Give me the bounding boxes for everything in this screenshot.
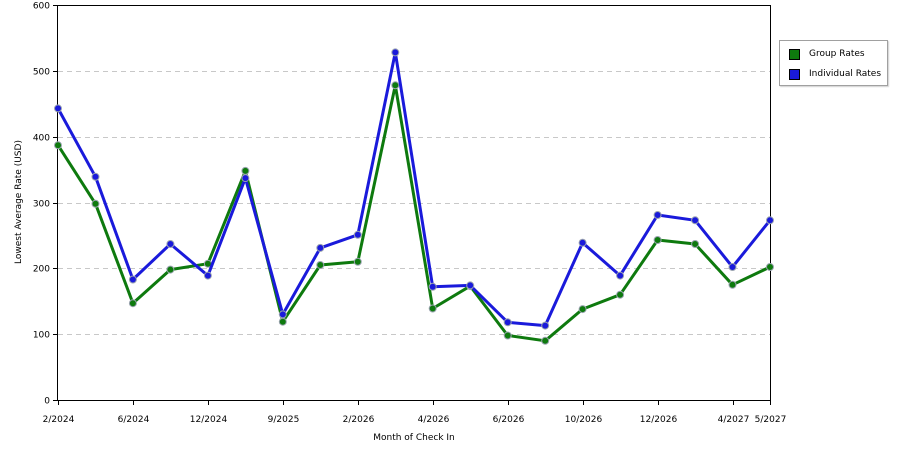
data-point-group-rates (353, 257, 362, 266)
y-tick-label: 300 (33, 200, 50, 210)
data-point-individual-rates (166, 240, 175, 248)
series-line-group-rates (56, 83, 772, 343)
series-line-individual-rates (56, 50, 772, 328)
data-point-group-rates (578, 305, 587, 314)
y-tick-label: 0 (44, 397, 50, 407)
data-point-individual-rates (241, 174, 250, 183)
data-point-individual-rates (541, 321, 550, 330)
y-axis-title: Lowest Average Rate (USD) (14, 140, 24, 264)
legend: Group Rates Individual Rates (779, 40, 888, 86)
legend-item-individual-rates: Individual Rates (789, 67, 881, 81)
x-tick-label: 5/2027 (755, 415, 787, 425)
legend-swatch-individual-rates (789, 68, 800, 80)
data-point-individual-rates (428, 282, 437, 291)
legend-swatch-group-rates (789, 48, 800, 60)
data-point-group-rates (316, 261, 325, 269)
y-tick-label: 600 (33, 2, 50, 12)
data-point-individual-rates (391, 48, 400, 57)
data-point-individual-rates (278, 310, 287, 319)
data-point-group-rates (728, 280, 737, 289)
data-point-group-rates (54, 141, 62, 150)
series-individual-rates (54, 48, 774, 330)
data-point-group-rates (766, 263, 774, 271)
x-tick-label: 6/2026 (493, 415, 525, 425)
data-point-group-rates (541, 336, 550, 345)
x-tick-label: 12/2026 (640, 415, 678, 425)
x-axis: 2/2024 6/2024 12/2024 9/2025 2/2026 4/2026 6/2… (43, 400, 787, 425)
data-point-group-rates (241, 166, 250, 175)
data-point-group-rates (616, 290, 625, 299)
data-point-group-rates (391, 81, 400, 90)
data-point-individual-rates (203, 271, 212, 280)
x-axis-title: Month of Check In (373, 433, 455, 443)
y-tick-label: 500 (33, 68, 50, 78)
x-tick-label: 2/2026 (343, 415, 375, 425)
data-point-individual-rates (316, 243, 325, 252)
x-tick-label: 10/2026 (565, 415, 603, 425)
y-tick-label: 200 (33, 265, 50, 275)
data-point-individual-rates (503, 318, 512, 327)
x-tick-label: 9/2025 (268, 415, 300, 425)
data-point-individual-rates (128, 275, 137, 284)
data-point-group-rates (278, 317, 287, 326)
y-tick-label: 100 (33, 331, 50, 341)
x-tick-label: 2/2024 (43, 415, 75, 425)
series-lines (54, 48, 774, 345)
legend-label-group-rates: Group Rates (809, 49, 865, 59)
data-point-group-rates (166, 265, 175, 274)
data-point-individual-rates (691, 216, 700, 225)
x-tick-label: 4/2027 (718, 415, 750, 425)
data-point-individual-rates (616, 271, 625, 280)
data-point-group-rates (503, 331, 512, 340)
x-tick-label: 4/2026 (418, 415, 450, 425)
x-tick-label: 6/2024 (118, 415, 150, 425)
data-point-group-rates (653, 236, 662, 244)
data-point-individual-rates (466, 281, 475, 290)
x-tick-label: 12/2024 (190, 415, 228, 425)
legend-item-group-rates: Group Rates (789, 47, 865, 61)
y-axis: 0 100 200 300 400 500 600 (33, 2, 58, 407)
y-tick-label: 400 (33, 134, 50, 144)
data-point-individual-rates (353, 230, 362, 239)
data-point-group-rates (128, 299, 137, 308)
data-point-group-rates (428, 304, 437, 313)
data-point-individual-rates (578, 238, 587, 247)
data-point-group-rates (91, 199, 100, 208)
data-point-individual-rates (653, 211, 662, 219)
data-point-individual-rates (91, 172, 100, 181)
data-point-individual-rates (54, 104, 62, 113)
series-group-rates (54, 81, 774, 345)
data-point-group-rates (691, 240, 700, 248)
data-point-individual-rates (766, 216, 774, 225)
legend-label-individual-rates: Individual Rates (809, 69, 882, 79)
data-point-individual-rates (728, 263, 737, 271)
